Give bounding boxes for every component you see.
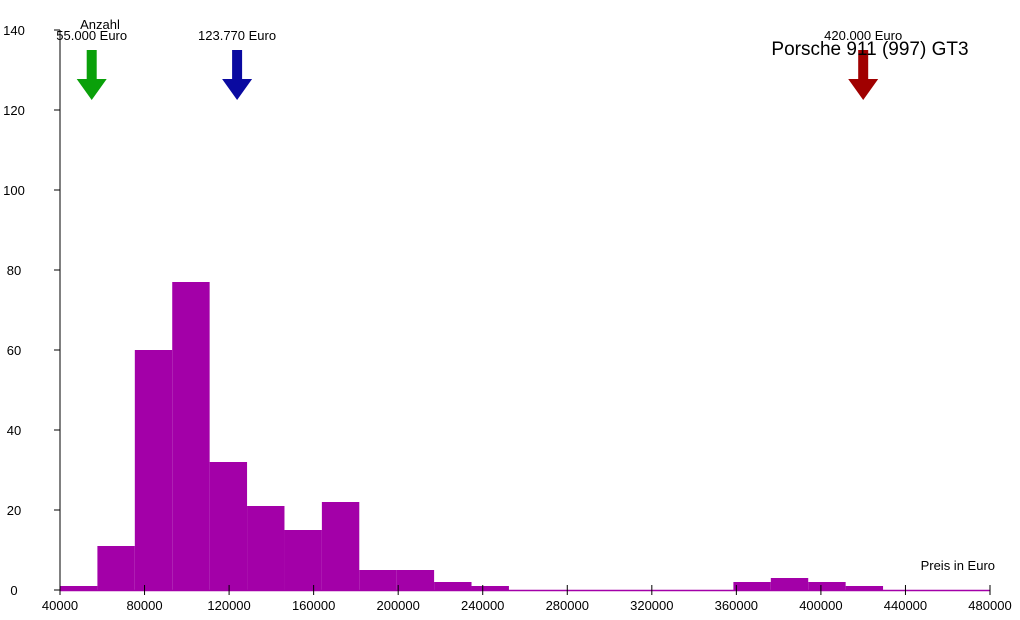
y-axis-title: Anzahl <box>80 17 120 32</box>
histogram-bar <box>134 350 173 590</box>
x-tick-label: 240000 <box>461 598 504 613</box>
histogram-bar <box>321 502 360 590</box>
histogram-bar <box>733 582 771 590</box>
x-tick-label: 200000 <box>376 598 419 613</box>
y-tick-label: 120 <box>3 103 25 118</box>
y-tick-label: 60 <box>7 343 21 358</box>
down-arrow-icon <box>76 50 107 100</box>
price-marker: 420.000 Euro <box>824 28 902 100</box>
down-arrow-icon <box>222 50 253 100</box>
x-tick-label: 480000 <box>968 598 1011 613</box>
histogram-bar <box>97 546 135 590</box>
chart-title: Porsche 911 (997) GT3 <box>771 39 968 60</box>
x-tick-label: 400000 <box>799 598 842 613</box>
price-markers: 55.000 Euro 123.770 Euro 420.000 Euro <box>56 28 902 100</box>
histogram-bar <box>808 582 846 590</box>
histogram-bar <box>471 586 509 590</box>
price-marker-label: 55.000 Euro <box>56 28 127 43</box>
x-tick-label: 80000 <box>126 598 162 613</box>
histogram-bars <box>60 282 884 590</box>
histogram-bar <box>770 578 809 590</box>
x-tick-label: 40000 <box>42 598 78 613</box>
y-tick-label: 100 <box>3 183 25 198</box>
down-arrow-icon <box>848 50 879 100</box>
x-tick-label: 440000 <box>884 598 927 613</box>
histogram-bar <box>845 586 884 590</box>
histogram-bar <box>284 530 322 590</box>
histogram-bar <box>209 462 248 590</box>
x-tick-label: 320000 <box>630 598 673 613</box>
x-tick-label: 280000 <box>546 598 589 613</box>
axes: 0 20 40 60 80 100 120 140 40000 80000 120000 160000… <box>3 23 1012 613</box>
y-tick-label: 140 <box>3 23 25 38</box>
y-tick-label: 20 <box>7 503 21 518</box>
x-tick-label: 120000 <box>207 598 250 613</box>
price-marker-label: 420.000 Euro <box>824 28 902 43</box>
y-tick-label: 80 <box>7 263 21 278</box>
histogram-bar <box>60 586 98 590</box>
histogram-bar <box>359 570 397 590</box>
y-tick-label: 40 <box>7 423 21 438</box>
y-tick-label: 0 <box>10 583 17 598</box>
histogram-bar <box>247 506 285 590</box>
histogram-bar <box>172 282 210 590</box>
price-marker: 123.770 Euro <box>198 28 276 100</box>
histogram-bar <box>434 582 472 590</box>
x-axis-title: Preis in Euro <box>921 558 995 573</box>
x-tick-label: 160000 <box>292 598 335 613</box>
price-marker: 55.000 Euro <box>56 28 127 100</box>
histogram-bar <box>396 570 435 590</box>
price-marker-label: 123.770 Euro <box>198 28 276 43</box>
x-tick-label: 360000 <box>715 598 758 613</box>
